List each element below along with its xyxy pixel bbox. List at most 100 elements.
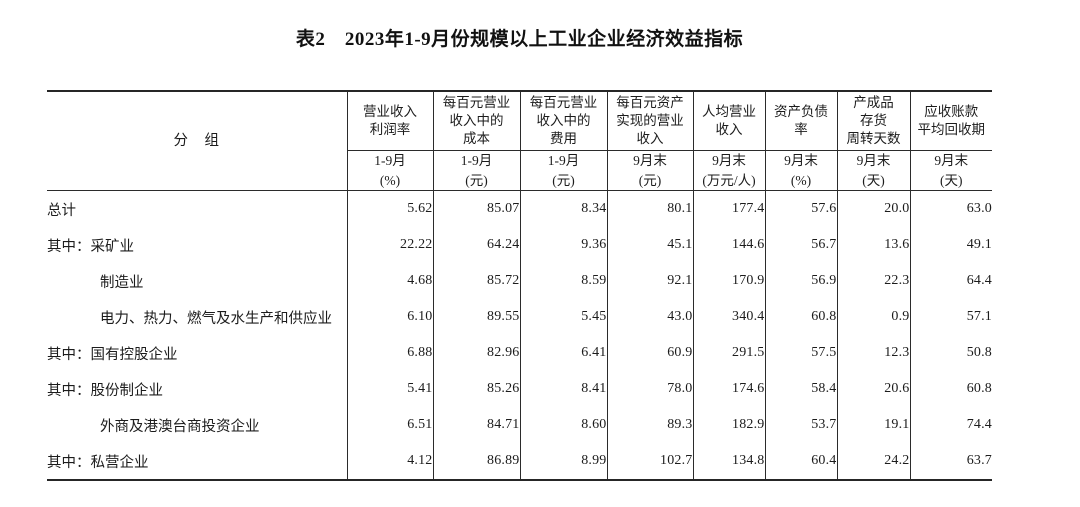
table-title: 表2 2023年1-9月份规模以上工业企业经济效益指标 (295, 29, 744, 50)
column-header: 人均营业 收入 (692, 91, 765, 151)
cell-value: 4.68 (346, 263, 433, 300)
table-row: 其中：股份制企业 5.41 85.26 8.41 78.0 174.6 58.4 20.6 60… (47, 371, 992, 408)
period-header: 1-9月 (元) (519, 150, 607, 192)
cell-value: 49.1 (909, 227, 992, 264)
cell-value: 57.6 (764, 190, 837, 228)
row-label: 总计 (47, 202, 76, 219)
cell-value: 4.12 (346, 443, 433, 481)
cell-value: 43.0 (606, 299, 693, 336)
table-body: 总计 5.62 85.07 8.34 80.1 177.4 57.6 20.0 63.0 其中：采… (47, 190, 992, 481)
cell-value: 6.51 (346, 407, 433, 444)
row-label: 其中：采矿业 (47, 238, 134, 255)
cell-value: 8.60 (519, 407, 607, 444)
row-label: 其中：国有控股企业 (47, 346, 178, 363)
cell-value: 82.96 (432, 335, 520, 372)
cell-value: 340.4 (692, 299, 765, 336)
cell-value: 24.2 (836, 443, 910, 481)
cell-value: 102.7 (606, 443, 693, 481)
cell-value: 92.1 (606, 263, 693, 300)
period-header: 1-9月 (元) (432, 150, 520, 192)
cell-value: 5.45 (519, 299, 607, 336)
cell-value: 45.1 (606, 227, 693, 264)
cell-value: 5.41 (346, 371, 433, 408)
cell-value: 8.59 (519, 263, 607, 300)
header-row-periods: 1-9月 (%) 1-9月 (元) 1-9月 (元) 9月末 (元) 9月末 (… (47, 150, 992, 192)
cell-value: 50.8 (909, 335, 992, 372)
cell-value: 80.1 (606, 190, 693, 228)
table-row: 总计 5.62 85.07 8.34 80.1 177.4 57.6 20.0 63.0 (47, 190, 992, 228)
cell-value: 64.4 (909, 263, 992, 300)
cell-value: 86.89 (432, 443, 520, 481)
cell-value: 177.4 (692, 190, 765, 228)
row-label: 其中：股份制企业 (47, 382, 163, 399)
column-header: 每百元营业 收入中的 费用 (519, 91, 607, 151)
cell-value: 64.24 (432, 227, 520, 264)
header-row-titles: 分 组 营业收入 利润率 每百元营业 收入中的 成本 每百元营业 收入中的 费用… (47, 91, 992, 192)
cell-value: 0.9 (836, 299, 910, 336)
column-header: 资产负债 率 (764, 91, 837, 151)
cell-value: 19.1 (836, 407, 910, 444)
cell-value: 58.4 (764, 371, 837, 408)
group-header: 分 组 (47, 91, 347, 192)
period-header: 9月末 (天) (909, 150, 992, 192)
column-header: 产成品 存货 周转天数 (836, 91, 910, 151)
table-row: 电力、热力、燃气及水生产和供应业 6.10 89.55 5.45 43.0 340.4 60… (47, 299, 992, 336)
cell-value: 74.4 (909, 407, 992, 444)
cell-value: 22.22 (346, 227, 433, 264)
cell-value: 12.3 (836, 335, 910, 372)
period-header: 9月末 (元) (606, 150, 693, 192)
economic-indicators-table: 分 组 营业收入 利润率 每百元营业 收入中的 成本 每百元营业 收入中的 费用… (47, 90, 992, 482)
cell-value: 6.10 (346, 299, 433, 336)
cell-value: 174.6 (692, 371, 765, 408)
cell-value: 170.9 (692, 263, 765, 300)
cell-value: 9.36 (519, 227, 607, 264)
table-row: 制造业 4.68 85.72 8.59 92.1 170.9 56.9 22.3 64.4 (47, 263, 992, 300)
cell-value: 60.8 (909, 371, 992, 408)
cell-value: 60.4 (764, 443, 837, 481)
cell-value: 20.0 (836, 190, 910, 228)
table-row: 其中：国有控股企业 6.88 82.96 6.41 60.9 291.5 57.5 12.3 5… (47, 335, 992, 372)
cell-value: 85.07 (432, 190, 520, 228)
cell-value: 89.3 (606, 407, 693, 444)
cell-value: 6.41 (519, 335, 607, 372)
table-row: 外商及港澳台商投资企业 6.51 84.71 8.60 89.3 182.9 53.7 19.… (47, 407, 992, 444)
column-header: 每百元资产 实现的营业 收入 (606, 91, 693, 151)
cell-value: 57.5 (764, 335, 837, 372)
column-header: 营业收入 利润率 (346, 91, 433, 151)
cell-value: 5.62 (346, 190, 433, 228)
cell-value: 13.6 (836, 227, 910, 264)
row-label: 电力、热力、燃气及水生产和供应业 (100, 310, 332, 327)
cell-value: 89.55 (432, 299, 520, 336)
cell-value: 56.7 (764, 227, 837, 264)
period-header: 9月末 (%) (764, 150, 837, 192)
column-header: 每百元营业 收入中的 成本 (432, 91, 520, 151)
cell-value: 182.9 (692, 407, 765, 444)
cell-value: 8.41 (519, 371, 607, 408)
row-label: 其中：私营企业 (47, 454, 149, 471)
row-label: 外商及港澳台商投资企业 (100, 418, 260, 435)
cell-value: 85.26 (432, 371, 520, 408)
cell-value: 63.7 (909, 443, 992, 481)
table-container: 分 组 营业收入 利润率 每百元营业 收入中的 成本 每百元营业 收入中的 费用… (47, 90, 992, 482)
cell-value: 144.6 (692, 227, 765, 264)
table-row: 其中：私营企业 4.12 86.89 8.99 102.7 134.8 60.4 24.2 63… (47, 443, 992, 481)
period-header: 9月末 (万元/人) (692, 150, 765, 192)
period-header: 1-9月 (%) (346, 150, 433, 192)
column-header: 应收账款 平均回收期 (909, 91, 992, 151)
cell-value: 134.8 (692, 443, 765, 481)
cell-value: 53.7 (764, 407, 837, 444)
cell-value: 78.0 (606, 371, 693, 408)
table-header: 分 组 营业收入 利润率 每百元营业 收入中的 成本 每百元营业 收入中的 费用… (47, 91, 992, 192)
cell-value: 22.3 (836, 263, 910, 300)
cell-value: 84.71 (432, 407, 520, 444)
row-label: 制造业 (100, 274, 144, 291)
cell-value: 8.99 (519, 443, 607, 481)
cell-value: 57.1 (909, 299, 992, 336)
cell-value: 63.0 (909, 190, 992, 228)
table-row: 其中：采矿业 22.22 64.24 9.36 45.1 144.6 56.7 13.6 49.… (47, 227, 992, 264)
cell-value: 60.9 (606, 335, 693, 372)
cell-value: 56.9 (764, 263, 837, 300)
cell-value: 8.34 (519, 190, 607, 228)
cell-value: 6.88 (346, 335, 433, 372)
